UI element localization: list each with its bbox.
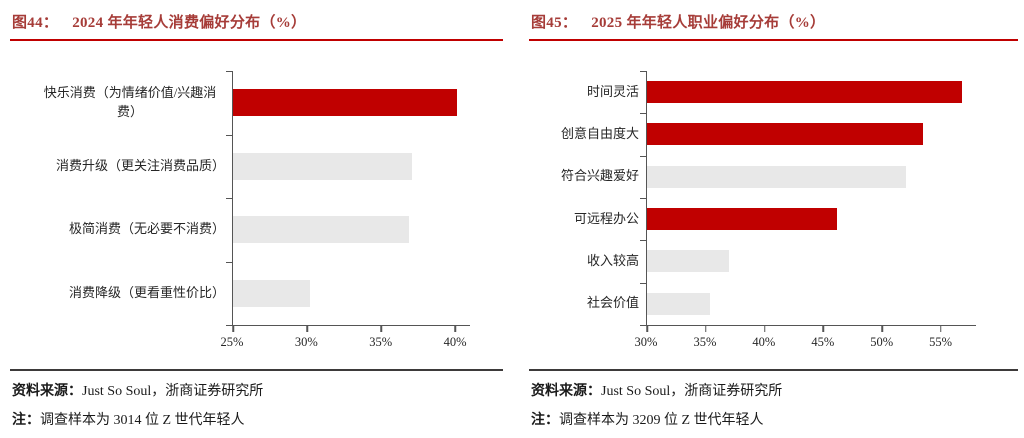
x-tick-label: 30% <box>294 335 318 349</box>
y-axis-tick <box>226 325 232 326</box>
bar-row <box>233 198 470 262</box>
bar-chart-career-preference: 时间灵活创意自由度大 符合兴趣爱好可远程办公收入较高社会价值 30% 35% 40% 4… <box>529 71 1018 355</box>
bar-row <box>233 262 470 326</box>
y-axis-tick <box>226 198 232 199</box>
y-axis-tick <box>640 71 646 72</box>
x-tick-label: 25% <box>220 335 244 349</box>
x-tick-label: 40% <box>752 335 776 349</box>
source-prefix: 资料来源： <box>531 384 601 399</box>
category-label: 快乐消费（为情绪价值/兴趣消费） <box>43 84 217 119</box>
bar-4 <box>647 208 838 231</box>
x-tick-label: 35% <box>369 335 393 349</box>
figure-title-text: 2025 年年轻人职业偏好分布（%） <box>591 15 826 31</box>
x-axis-tick <box>306 326 308 332</box>
y-axis-tick <box>640 325 646 326</box>
bar-1 <box>233 89 457 117</box>
category-label: 极简消费（无必要不消费） <box>68 221 225 237</box>
category-label: 消费升级（更关注消费品质） <box>55 157 225 173</box>
x-axis-tick <box>940 326 942 332</box>
x-axis-tick <box>232 326 234 332</box>
x-tick-label: 30% <box>634 335 658 349</box>
category-label: 创意自由度大 <box>560 126 639 142</box>
x-axis-tick <box>646 326 648 332</box>
x-axis-tick <box>763 326 766 332</box>
bar-4 <box>233 279 311 307</box>
note-line: 注：调查样本为 3209 位 Z 世代年轻人 <box>531 409 1018 429</box>
figure-panel-44: 图44： 2024 年年轻人消费偏好分布（%） 快乐消费（为情绪价值/兴趣消费） 消… <box>10 8 503 438</box>
source-line: 资料来源：Just So Soul，浙商证券研究所 <box>531 380 1018 400</box>
plot <box>226 71 470 332</box>
x-tick-label: 35% <box>693 335 717 349</box>
y-axis-tick <box>640 240 646 242</box>
figure-number-label: 图45： <box>531 15 578 31</box>
bar-row <box>233 135 470 199</box>
bar-row <box>647 240 976 282</box>
x-axis-tick <box>380 326 382 332</box>
y-axis-tick <box>640 282 646 284</box>
source-line: 资料来源：Just So Soul，浙商证券研究所 <box>12 380 503 400</box>
category-label: 收入较高 <box>586 253 639 269</box>
y-axis-tick <box>640 198 646 199</box>
source-text: Just So Soul，浙商证券研究所 <box>82 384 264 399</box>
note-line: 注：调查样本为 3014 位 Z 世代年轻人 <box>12 409 503 429</box>
x-axis-tick <box>705 326 707 332</box>
x-tick-label: 45% <box>811 335 835 349</box>
x-axis-tick <box>822 326 824 332</box>
figure-number-label: 图44： <box>12 15 59 31</box>
bar-6 <box>647 292 711 315</box>
y-axis-tick <box>226 134 232 136</box>
bar-1 <box>647 81 962 104</box>
plot-area: 25% 30% 35% 40% <box>221 71 470 355</box>
figure-title-44: 图44： 2024 年年轻人消费偏好分布（%） <box>10 8 503 41</box>
bar-row <box>647 156 976 198</box>
x-axis-tick-labels: 30% 35% 40% 45% 50% 55% <box>635 335 976 355</box>
x-axis-tick-labels: 25% 30% 35% 40% <box>221 335 470 355</box>
category-label: 可远程办公 <box>573 210 639 226</box>
x-tick-label: 55% <box>929 335 953 349</box>
x-axis-tick <box>454 326 456 332</box>
bar-row <box>233 71 470 135</box>
bar-5 <box>647 250 730 273</box>
bar-3 <box>647 165 906 188</box>
category-axis-labels: 快乐消费（为情绪价值/兴趣消费） 消费升级（更关注消费品质） 极简消费（无必要不消费… <box>10 71 232 325</box>
bar-row <box>647 283 976 325</box>
category-axis-labels: 时间灵活创意自由度大 符合兴趣爱好可远程办公收入较高社会价值 <box>529 71 646 325</box>
bar-2 <box>647 123 924 146</box>
bar-row <box>647 198 976 240</box>
figure-title-text: 2024 年年轻人消费偏好分布（%） <box>72 15 307 31</box>
plot-area: 30% 35% 40% 45% 50% 55% <box>635 71 976 355</box>
category-label: 消费降级（更看重性价比） <box>68 284 225 300</box>
source-prefix: 资料来源： <box>12 384 82 399</box>
source-text: Just So Soul，浙商证券研究所 <box>601 384 783 399</box>
x-tick-label: 40% <box>443 335 467 349</box>
y-axis-tick <box>640 113 646 115</box>
bar-row <box>647 113 976 155</box>
plot <box>640 71 976 332</box>
bar-row <box>647 71 976 113</box>
y-axis-tick <box>640 155 646 157</box>
bar-2 <box>233 152 413 180</box>
category-label: 时间灵活 <box>586 83 639 99</box>
category-label: 社会价值 <box>586 295 639 311</box>
bar-3 <box>233 216 410 244</box>
x-axis-tick <box>881 326 883 332</box>
y-axis-tick <box>226 71 232 72</box>
x-tick-label: 50% <box>870 335 894 349</box>
bar-chart-consumption-preference: 快乐消费（为情绪价值/兴趣消费） 消费升级（更关注消费品质） 极简消费（无必要不消费… <box>10 71 503 355</box>
figure-footer-45: 资料来源：Just So Soul，浙商证券研究所 注：调查样本为 3209 位… <box>529 369 1018 438</box>
figure-footer-44: 资料来源：Just So Soul，浙商证券研究所 注：调查样本为 3014 位… <box>10 369 503 438</box>
figure-title-45: 图45： 2025 年年轻人职业偏好分布（%） <box>529 8 1018 41</box>
category-label: 符合兴趣爱好 <box>560 168 639 184</box>
figure-panel-45: 图45： 2025 年年轻人职业偏好分布（%） 时间灵活创意自由度大 符合兴趣爱好可… <box>529 8 1018 438</box>
y-axis-tick <box>226 261 232 263</box>
